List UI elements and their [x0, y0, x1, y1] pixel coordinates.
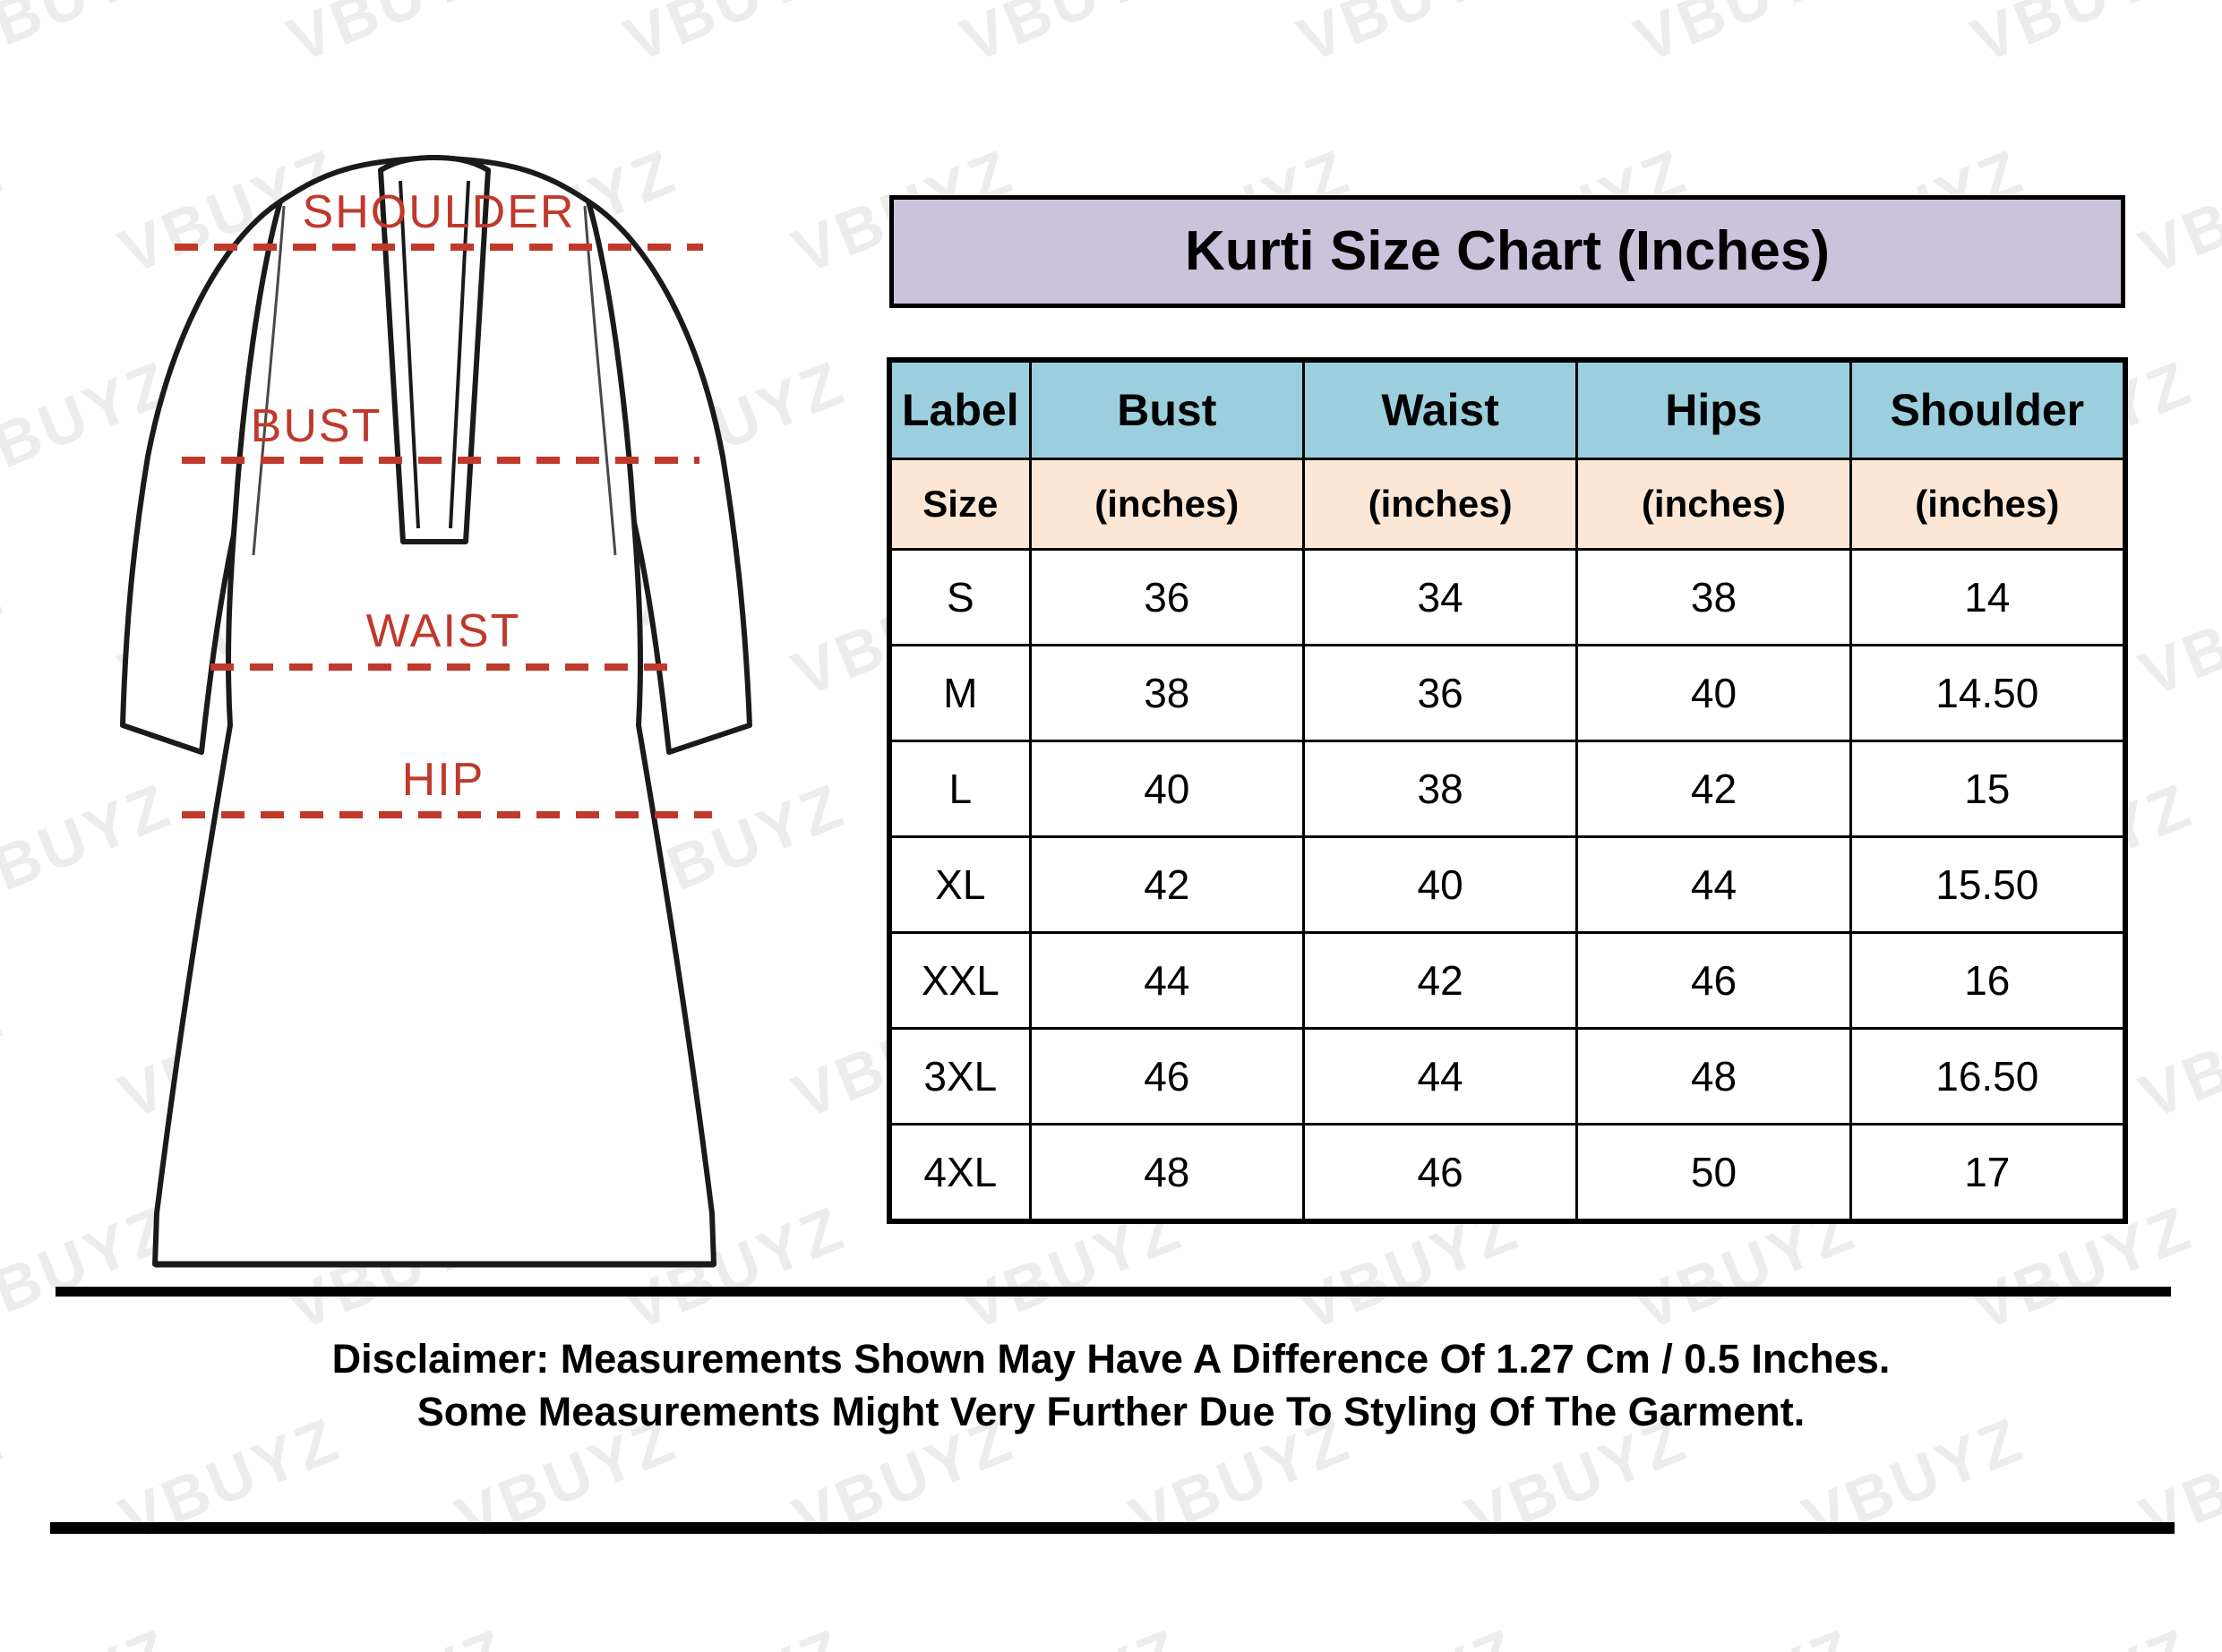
- cell-bust: 40: [1028, 740, 1305, 838]
- watermark-text: VBUYZ: [1625, 0, 1866, 76]
- table-row: L 40 38 42 15: [889, 740, 2126, 838]
- cell-label: L: [889, 740, 1032, 838]
- waist-label: WAIST: [366, 605, 521, 657]
- unit-header-hips-inches: (inches): [1575, 458, 1852, 551]
- watermark-text: VBUYZ: [0, 980, 13, 1133]
- watermark-text: VBUYZ: [0, 1614, 182, 1652]
- watermark-text: VBUYZ: [0, 0, 182, 76]
- unit-header-shoulder-inches: (inches): [1849, 458, 2126, 551]
- cell-label: 4XL: [889, 1123, 1032, 1221]
- divider-rule-top: [56, 1287, 2171, 1297]
- cell-waist: 46: [1301, 1123, 1579, 1221]
- column-header-label: Label: [889, 360, 1032, 460]
- cell-hips: 40: [1575, 644, 1852, 742]
- cell-shoulder: 14: [1849, 548, 2126, 646]
- disclaimer-line-2: Some Measurements Might Very Further Due…: [416, 1389, 1806, 1435]
- kurti-technical-drawing: SHOULDER BUST WAIST HIP: [120, 155, 752, 1268]
- cell-waist: 38: [1301, 740, 1579, 838]
- cell-label: XXL: [889, 931, 1032, 1030]
- size-chart-table: Label Bust Waist Hips Shoulder Size (inc…: [887, 357, 2128, 1224]
- watermark-text: VBUYZ: [1961, 0, 2202, 76]
- cell-bust: 48: [1028, 1123, 1305, 1221]
- column-header-hips: Hips: [1575, 360, 1852, 460]
- watermark-text: VBUYZ: [1288, 0, 1529, 76]
- cell-waist: 44: [1301, 1027, 1579, 1126]
- cell-shoulder: 15: [1849, 740, 2126, 838]
- watermark-text: VBUYZ: [951, 0, 1192, 76]
- cell-shoulder: 17: [1849, 1123, 2126, 1221]
- cell-bust: 42: [1028, 835, 1305, 934]
- watermark-text: VBUYZ: [1288, 1614, 1529, 1652]
- watermark-text: VBUYZ: [278, 1614, 519, 1652]
- watermark-text: VBUYZ: [0, 135, 13, 287]
- cell-waist: 42: [1301, 931, 1579, 1030]
- table-row: XXL 44 42 46 16: [889, 931, 2126, 1030]
- cell-hips: 42: [1575, 740, 1852, 838]
- left-shoulder-seam: [252, 205, 286, 556]
- neckline-placket: [378, 155, 491, 544]
- placket-inner-left: [399, 180, 420, 529]
- cell-bust: 46: [1028, 1027, 1305, 1126]
- column-header-waist: Waist: [1301, 360, 1579, 460]
- cell-waist: 40: [1301, 835, 1579, 934]
- cell-label: S: [889, 548, 1032, 646]
- table-row: XL 42 40 44 15.50: [889, 835, 2126, 934]
- unit-header-size: Size: [889, 458, 1032, 551]
- divider-rule-bottom: [50, 1522, 2175, 1534]
- column-header-shoulder: Shoulder: [1849, 360, 2126, 460]
- watermark-text: VBUYZ: [0, 558, 13, 710]
- table-row: S 36 34 38 14: [889, 548, 2126, 646]
- disclaimer-block: Disclaimer: Measurements Shown May Have …: [0, 1332, 2222, 1439]
- cell-waist: 36: [1301, 644, 1579, 742]
- bust-label: BUST: [251, 400, 382, 452]
- watermark-text: VBUYZ: [951, 1614, 1192, 1652]
- watermark-text: VBUYZ: [1961, 1614, 2202, 1652]
- cell-label: XL: [889, 835, 1032, 934]
- placket-inner-right: [449, 180, 470, 529]
- cell-waist: 34: [1301, 548, 1579, 646]
- cell-shoulder: 16: [1849, 931, 2126, 1030]
- cell-shoulder: 16.50: [1849, 1027, 2126, 1126]
- table-row: 3XL 46 44 48 16.50: [889, 1027, 2126, 1126]
- cell-shoulder: 15.50: [1849, 835, 2126, 934]
- unit-header-waist-inches: (inches): [1301, 458, 1579, 551]
- watermark-text: VBUYZ: [614, 1614, 855, 1652]
- cell-label: M: [889, 644, 1032, 742]
- table-header: Label Bust Waist Hips Shoulder Size (inc…: [889, 360, 2126, 551]
- watermark-text: VBUYZ: [614, 0, 855, 76]
- garment-illustration: SHOULDER BUST WAIST HIP: [85, 134, 811, 1298]
- table-row: M 38 36 40 14.50: [889, 644, 2126, 742]
- column-header-bust: Bust: [1028, 360, 1305, 460]
- cell-hips: 48: [1575, 1027, 1852, 1126]
- header-row-columns: Label Bust Waist Hips Shoulder: [889, 360, 2126, 460]
- watermark-text: VBUYZ: [2130, 980, 2222, 1133]
- unit-header-bust-inches: (inches): [1028, 458, 1305, 551]
- cell-hips: 44: [1575, 835, 1852, 934]
- hip-label: HIP: [402, 754, 485, 806]
- watermark-text: VBUYZ: [1625, 1614, 1866, 1652]
- cell-bust: 36: [1028, 548, 1305, 646]
- cell-hips: 46: [1575, 931, 1852, 1030]
- cell-bust: 44: [1028, 931, 1305, 1030]
- watermark-text: VBUYZ: [278, 0, 519, 76]
- size-chart-panel: Kurti Size Chart (Inches) Label Bust Wai…: [887, 195, 2128, 1224]
- cell-hips: 50: [1575, 1123, 1852, 1221]
- shoulder-label: SHOULDER: [303, 186, 576, 238]
- cell-shoulder: 14.50: [1849, 644, 2126, 742]
- chart-title-box: Kurti Size Chart (Inches): [889, 195, 2125, 308]
- watermark-text: VBUYZ: [2130, 558, 2222, 710]
- table-row: 4XL 48 46 50 17: [889, 1123, 2126, 1221]
- cell-label: 3XL: [889, 1027, 1032, 1126]
- cell-hips: 38: [1575, 548, 1852, 646]
- table-body: S 36 34 38 14 M 38 36 40 14.50 L 40 38: [889, 548, 2126, 1221]
- kurti-body: [152, 155, 716, 1267]
- disclaimer-line-1: Disclaimer: Measurements Shown May Have …: [331, 1336, 1891, 1382]
- header-row-units: Size (inches) (inches) (inches) (inches): [889, 458, 2126, 551]
- watermark-text: VBUYZ: [2130, 135, 2222, 287]
- cell-bust: 38: [1028, 644, 1305, 742]
- chart-title: Kurti Size Chart (Inches): [1185, 220, 1830, 282]
